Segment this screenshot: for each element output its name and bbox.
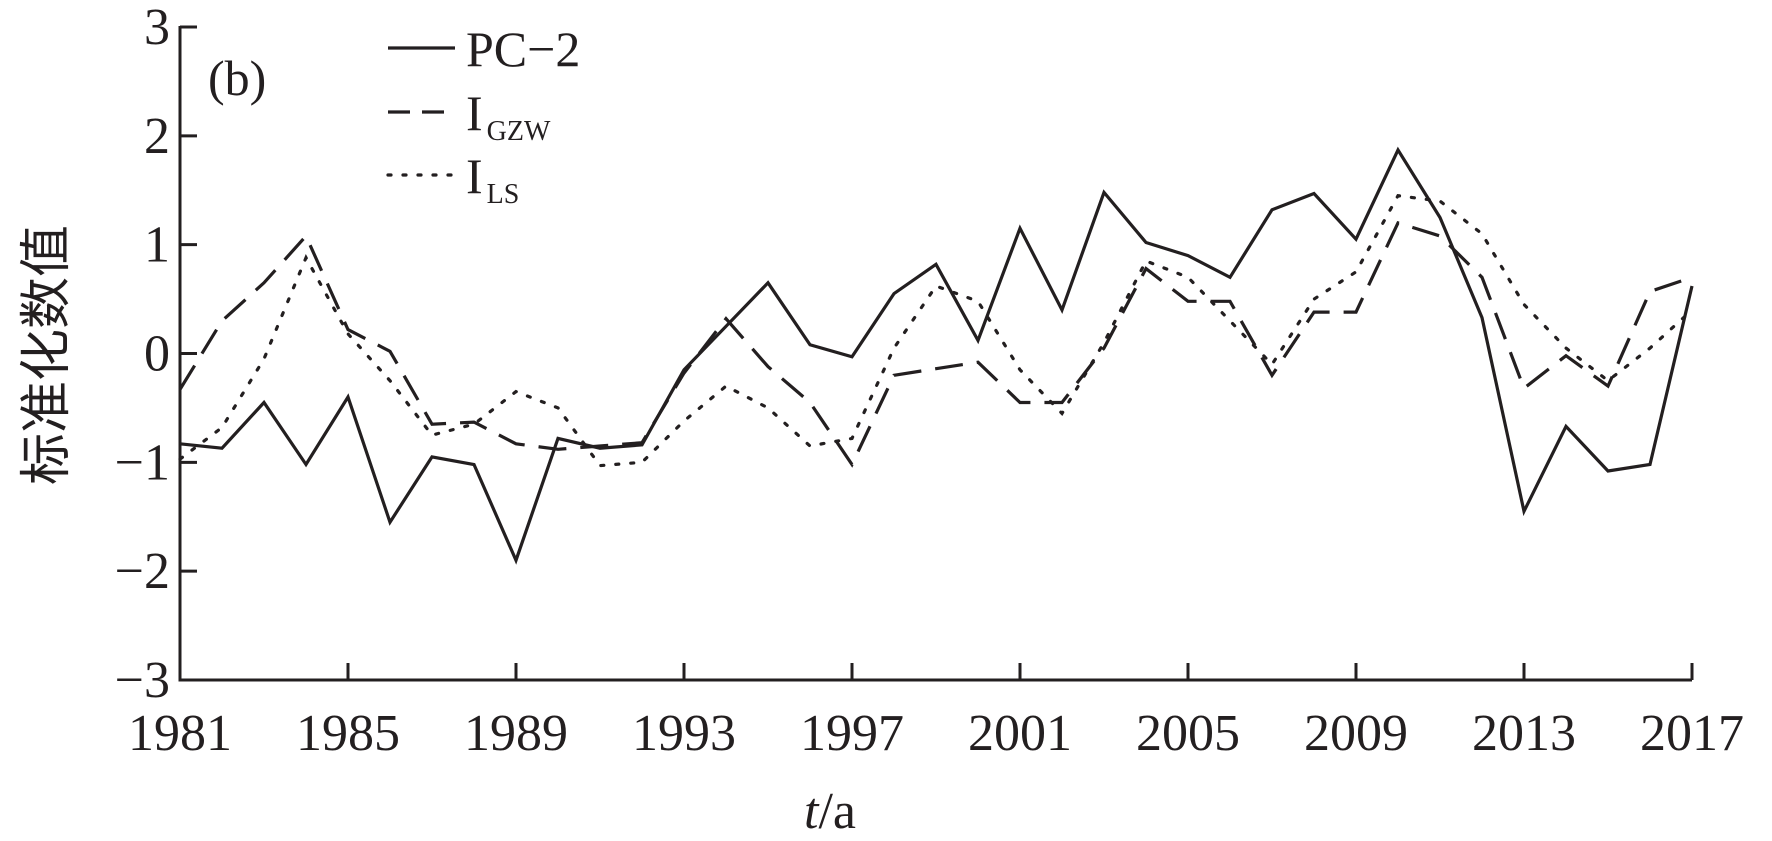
legend-label-main: PC−2	[466, 21, 580, 77]
series-line-dashed	[178, 220, 1693, 468]
legend-label-subscript: LS	[487, 179, 520, 210]
x-axis-label: t/a	[804, 783, 856, 840]
panel-label: (b)	[208, 50, 266, 106]
legend-label-main: I	[466, 148, 483, 204]
y-tick-label: 3	[144, 0, 170, 56]
series-line-solid	[179, 146, 1694, 565]
series-line-dotted	[178, 193, 1694, 468]
series-lines	[178, 146, 1694, 565]
legend-label: I LS	[466, 148, 519, 210]
y-tick-label: 1	[144, 217, 170, 274]
x-tick-label: 2017	[1640, 705, 1744, 762]
y-tick-label: −1	[115, 434, 170, 491]
axes	[178, 26, 1692, 682]
x-tick-label: 2005	[1136, 705, 1240, 762]
y-ticks: −3 −2 −1 0 1 2 3	[115, 0, 197, 709]
y-tick-label: −2	[115, 543, 170, 600]
x-ticks: 1981 1985 1989 1993 1997 2001 2005 2009 2013 2017	[128, 663, 1744, 762]
y-axis-label: 标准化数值	[17, 225, 77, 485]
y-tick-label: 0	[144, 326, 170, 383]
x-tick-label: 1993	[632, 705, 736, 762]
x-tick-label: 1981	[128, 705, 232, 762]
y-tick-label: −3	[115, 652, 170, 709]
x-axis-label-unit: /a	[818, 783, 856, 840]
legend-label-main: I	[466, 85, 483, 141]
legend-label-subscript: GZW	[487, 116, 551, 147]
x-tick-label: 1985	[296, 705, 400, 762]
x-tick-label: 2009	[1304, 705, 1408, 762]
y-tick-label: 2	[144, 108, 170, 165]
legend-label: PC−2	[466, 21, 580, 77]
x-tick-label: 1989	[464, 705, 568, 762]
legend-label: I GZW	[466, 85, 551, 147]
x-axis-label-italic: t	[804, 783, 820, 840]
x-tick-label: 2001	[968, 705, 1072, 762]
x-tick-label: 1997	[800, 705, 904, 762]
x-tick-label: 2013	[1472, 705, 1576, 762]
